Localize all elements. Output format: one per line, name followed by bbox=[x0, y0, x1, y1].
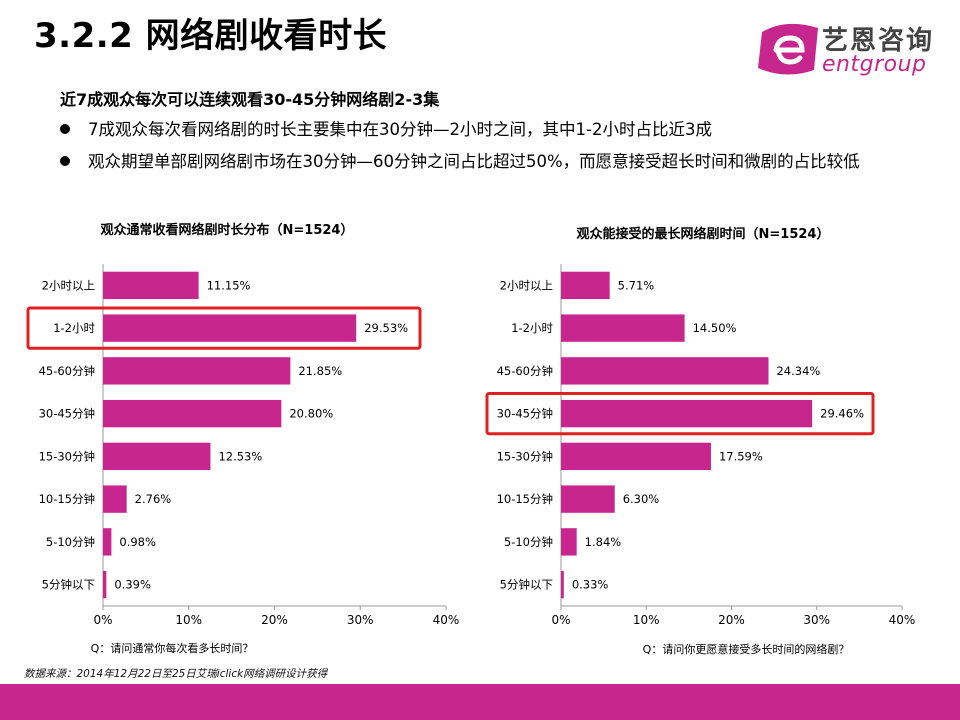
x-tick-label: 20% bbox=[718, 613, 745, 627]
bar bbox=[561, 528, 577, 556]
bar bbox=[103, 399, 282, 428]
category-label: 5分钟以下 bbox=[42, 578, 95, 592]
bullet-dot-icon bbox=[60, 155, 70, 166]
question-text: Q：请问通常你每次看多长时间？ bbox=[91, 641, 254, 655]
data-label: 24.34% bbox=[776, 364, 820, 378]
chart-title: 观众通常收看网络剧时长分布（N=1524） bbox=[101, 222, 354, 238]
bar bbox=[561, 399, 813, 428]
x-tick-label: 0% bbox=[551, 613, 570, 627]
data-label: 21.85% bbox=[298, 364, 342, 378]
bar bbox=[561, 442, 711, 471]
data-label: 1.84% bbox=[585, 535, 622, 549]
data-label: 0.39% bbox=[114, 578, 151, 592]
bar bbox=[561, 314, 685, 342]
highlight-box bbox=[485, 392, 875, 436]
data-label: 29.46% bbox=[820, 407, 864, 421]
page-title: 3.2.2 网络剧收看时长 bbox=[34, 16, 388, 56]
category-label: 30-45分钟 bbox=[39, 407, 95, 421]
data-label: 17.59% bbox=[719, 449, 763, 463]
data-label: 0.98% bbox=[119, 535, 156, 549]
category-label: 15-30分钟 bbox=[39, 449, 95, 463]
bar bbox=[103, 442, 211, 471]
bar bbox=[103, 271, 199, 300]
category-label: 1-2小时 bbox=[511, 321, 553, 335]
chart-max-acceptable-duration: 观众能接受的最长网络剧时间（N=1524） 2小时以上 5.71% 1-2小时 14.5… bbox=[485, 226, 916, 656]
category-label: 5-10分钟 bbox=[504, 535, 553, 549]
chart-viewing-duration: 观众通常收看网络剧时长分布（N=1524） 2小时以上 11.15% 1-2小时 29.… bbox=[26, 222, 460, 655]
category-label: 10-15分钟 bbox=[39, 492, 95, 506]
data-label: 2.76% bbox=[135, 492, 172, 506]
bullet-text: 7成观众每次看网络剧的时长主要集中在30分钟—2小时之间，其中1-2小时占比近3… bbox=[88, 120, 712, 139]
data-label: 11.15% bbox=[207, 278, 251, 292]
data-label: 6.30% bbox=[623, 492, 660, 506]
x-tick-label: 30% bbox=[347, 613, 374, 627]
x-tick-label: 20% bbox=[261, 613, 288, 627]
category-label: 5分钟以下 bbox=[500, 578, 553, 592]
x-tick-label: 30% bbox=[803, 613, 830, 627]
data-label: 0.33% bbox=[572, 578, 609, 592]
headline: 近7成观众每次可以连续观看30-45分钟网络剧2-3集 bbox=[60, 90, 440, 109]
bullet-item: 7成观众每次看网络剧的时长主要集中在30分钟—2小时之间，其中1-2小时占比近3… bbox=[60, 114, 910, 146]
x-tick-label: 40% bbox=[433, 613, 460, 627]
data-source-note: 数据来源：2014年12月22日至25日艾瑞iclick网络调研设计获得 bbox=[24, 668, 328, 680]
category-label: 2小时以上 bbox=[500, 278, 553, 292]
logo-cn-text: 艺恩咨询 bbox=[822, 26, 935, 56]
bar bbox=[103, 357, 291, 385]
category-label: 45-60分钟 bbox=[39, 364, 95, 378]
footer-bar bbox=[0, 684, 960, 720]
highlight-box bbox=[26, 306, 422, 350]
bullet-dot-icon bbox=[60, 123, 70, 134]
bar bbox=[103, 485, 127, 513]
category-label: 30-45分钟 bbox=[497, 407, 553, 421]
x-tick-label: 0% bbox=[93, 613, 112, 627]
entgroup-logo-icon bbox=[758, 23, 818, 75]
category-label: 15-30分钟 bbox=[497, 449, 553, 463]
bar bbox=[561, 485, 615, 513]
bar bbox=[561, 271, 610, 300]
x-tick-label: 10% bbox=[175, 613, 202, 627]
bar bbox=[561, 357, 769, 385]
category-label: 10-15分钟 bbox=[497, 492, 553, 506]
bar bbox=[103, 528, 112, 556]
data-label: 20.80% bbox=[289, 407, 333, 421]
category-label: 1-2小时 bbox=[53, 321, 95, 335]
category-label: 2小时以上 bbox=[42, 278, 95, 292]
bullet-text: 观众期望单部剧网络剧市场在30分钟—60分钟之间占比超过50%，而愿意接受超长时… bbox=[88, 152, 860, 171]
category-label: 5-10分钟 bbox=[46, 535, 95, 549]
x-tick-label: 10% bbox=[633, 613, 660, 627]
question-text: Q：请问你更愿意接受多长时间的网络剧？ bbox=[643, 642, 850, 656]
bar bbox=[561, 570, 564, 599]
category-label: 45-60分钟 bbox=[497, 364, 553, 378]
x-tick-label: 40% bbox=[889, 613, 916, 627]
bar bbox=[103, 570, 107, 599]
data-label: 12.53% bbox=[218, 449, 262, 463]
data-label: 29.53% bbox=[364, 321, 408, 335]
chart-title: 观众能接受的最长网络剧时间（N=1524） bbox=[577, 226, 830, 242]
bar bbox=[103, 314, 357, 342]
data-label: 14.50% bbox=[693, 321, 737, 335]
bullet-item: 观众期望单部剧网络剧市场在30分钟—60分钟之间占比超过50%，而愿意接受超长时… bbox=[60, 146, 910, 178]
data-label: 5.71% bbox=[618, 278, 655, 292]
logo-en-text: entgroup bbox=[822, 52, 927, 77]
